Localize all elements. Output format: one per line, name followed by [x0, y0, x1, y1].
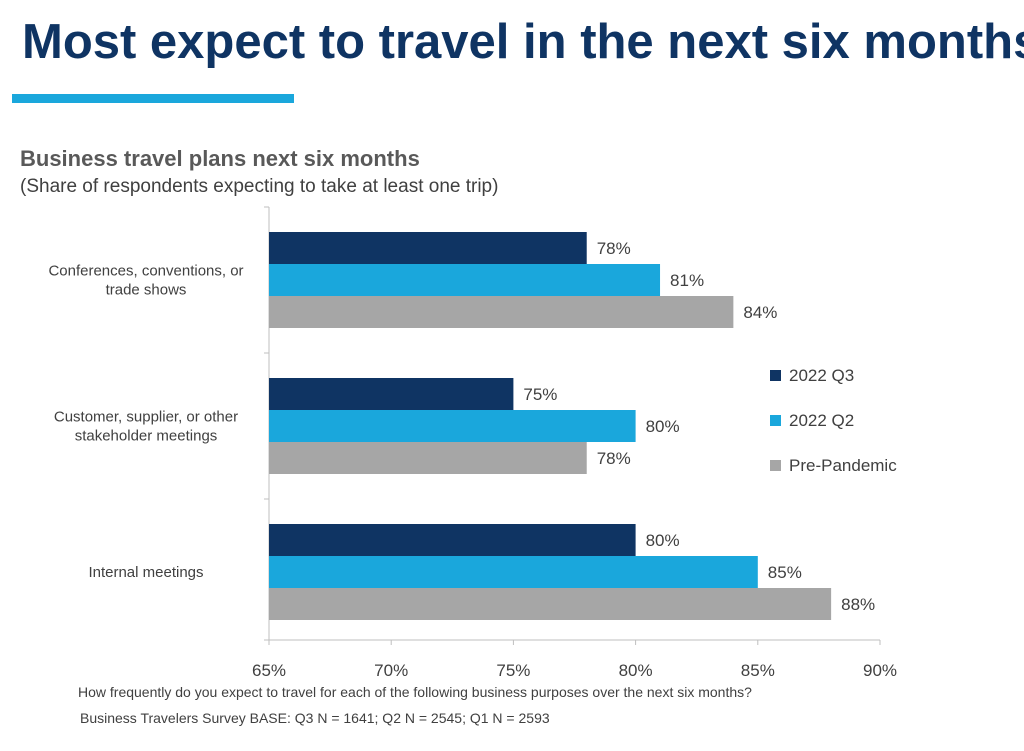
legend-item: Pre-Pandemic: [789, 456, 897, 475]
x-tick-label: 85%: [741, 661, 775, 680]
legend-swatch: [770, 460, 781, 471]
category-label: Conferences, conventions, or: [48, 263, 243, 280]
bar-pre-pandemic-2: [269, 588, 832, 620]
data-label: 78%: [597, 449, 631, 468]
x-tick-label: 80%: [619, 661, 653, 680]
bar-2022-q2-2: [269, 556, 758, 588]
legend-swatch: [770, 370, 781, 381]
category-label: stakeholder meetings: [75, 428, 218, 445]
data-label: 75%: [523, 385, 557, 404]
data-label: 80%: [646, 531, 680, 550]
survey-base-footnote: Business Travelers Survey BASE: Q3 N = 1…: [80, 710, 550, 726]
data-label: 78%: [597, 239, 631, 258]
bar-2022-q2-1: [269, 410, 636, 442]
bar-2022-q3-0: [269, 232, 587, 264]
category-label: Customer, supplier, or other: [54, 409, 238, 426]
data-label: 81%: [670, 271, 704, 290]
category-label: Internal meetings: [88, 564, 203, 581]
accent-rule: [12, 94, 294, 103]
chart-title: Business travel plans next six months: [20, 146, 420, 171]
legend-item: 2022 Q3: [789, 366, 854, 385]
data-label: 84%: [743, 303, 777, 322]
legend-item: 2022 Q2: [789, 411, 854, 430]
page-headline: Most expect to travel in the next six mo…: [22, 15, 1024, 69]
x-tick-label: 65%: [252, 661, 286, 680]
survey-question-footnote: How frequently do you expect to travel f…: [78, 684, 752, 700]
bar-pre-pandemic-0: [269, 296, 734, 328]
bar-2022-q3-2: [269, 524, 636, 556]
data-label: 80%: [646, 417, 680, 436]
x-tick-label: 75%: [496, 661, 530, 680]
bar-pre-pandemic-1: [269, 442, 587, 474]
legend-swatch: [770, 415, 781, 426]
data-label: 88%: [841, 595, 875, 614]
bar-2022-q2-0: [269, 264, 661, 296]
chart-subtitle: (Share of respondents expecting to take …: [20, 176, 499, 197]
x-tick-label: 90%: [863, 661, 897, 680]
category-label: trade shows: [106, 282, 187, 299]
x-tick-label: 70%: [374, 661, 408, 680]
data-label: 85%: [768, 563, 802, 582]
bar-2022-q3-1: [269, 378, 514, 410]
